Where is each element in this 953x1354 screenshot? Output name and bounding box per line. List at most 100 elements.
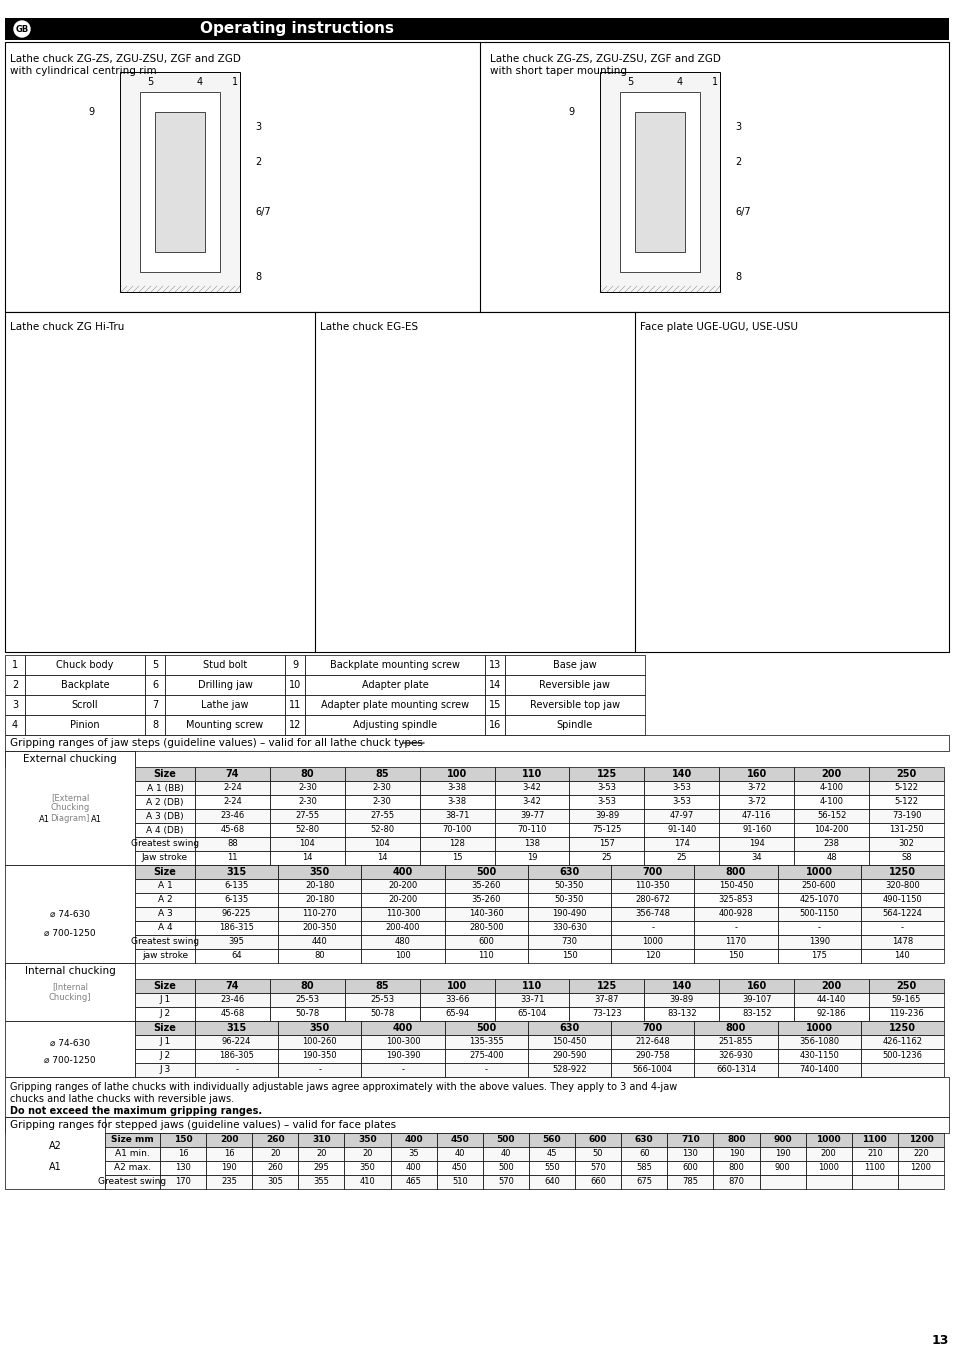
Bar [694,1021,777,1034]
Bar [611,921,694,936]
Bar [194,1007,270,1021]
Bar [135,823,194,837]
Text: 500-1150: 500-1150 [799,910,838,918]
Bar [804,1147,851,1160]
Text: 400: 400 [393,867,413,877]
Bar [777,936,860,949]
Text: Gripping ranges of lathe chucks with individually adjustable jaws agree approxim: Gripping ranges of lathe chucks with ind… [10,1082,677,1091]
Bar [719,808,793,823]
Bar [278,936,361,949]
Text: 140-360: 140-360 [469,910,503,918]
Bar [5,1117,105,1189]
Text: J 1: J 1 [159,1037,171,1047]
Bar [206,1160,252,1175]
Text: 44-140: 44-140 [816,995,845,1005]
Bar [759,1175,804,1189]
Text: 4: 4 [196,77,203,87]
Bar [344,1007,419,1021]
Text: 500: 500 [497,1163,514,1173]
Text: 190: 190 [221,1163,236,1173]
Bar [135,781,194,795]
Text: 100: 100 [395,952,411,960]
Bar [361,879,444,894]
Text: 326-930: 326-930 [718,1052,753,1060]
Bar [194,936,278,949]
Text: 570: 570 [497,1178,514,1186]
Text: Chuck body: Chuck body [56,659,113,670]
Text: A 3: A 3 [157,910,172,918]
Bar [194,921,278,936]
Text: 570: 570 [590,1163,605,1173]
Bar [569,1007,643,1021]
Text: 39-77: 39-77 [519,811,543,821]
Text: 60: 60 [639,1150,649,1159]
Text: 2-30: 2-30 [373,784,392,792]
Text: 120: 120 [644,952,659,960]
Bar [694,936,777,949]
Bar [135,865,194,879]
Bar [868,852,943,865]
Text: 1100: 1100 [862,1136,886,1144]
Text: 160: 160 [746,769,766,779]
Bar [527,1063,611,1076]
Text: Lathe chuck EG-ES: Lathe chuck EG-ES [319,322,417,332]
Text: 3-53: 3-53 [597,784,616,792]
Text: 426-1162: 426-1162 [882,1037,922,1047]
Text: Lathe chuck ZG-ZS, ZGU-ZSU, ZGF and ZGD
with cylindrical centring rim: Lathe chuck ZG-ZS, ZGU-ZSU, ZGF and ZGD … [10,54,240,76]
Bar [868,1007,943,1021]
Text: 490-1150: 490-1150 [882,895,922,904]
Text: 400-928: 400-928 [718,910,753,918]
Bar [777,1034,860,1049]
Text: 1000: 1000 [805,867,832,877]
Bar [527,879,611,894]
Bar [5,865,135,963]
Bar [25,676,145,695]
Text: 16: 16 [224,1150,234,1159]
Text: 20-200: 20-200 [388,881,417,891]
Bar [643,766,719,781]
Bar [154,112,205,252]
Text: 564-1224: 564-1224 [882,910,922,918]
Text: 2-30: 2-30 [297,784,316,792]
Bar [344,837,419,852]
Bar [135,1049,194,1063]
Bar [482,1160,528,1175]
Text: 250-600: 250-600 [801,881,836,891]
Bar [793,766,868,781]
Text: 100-260: 100-260 [302,1037,336,1047]
Bar [860,907,943,921]
Text: 6/7: 6/7 [734,207,750,217]
Bar [194,766,270,781]
Text: A2: A2 [49,1141,61,1151]
Text: 48: 48 [825,853,836,862]
Text: 6-135: 6-135 [224,881,249,891]
Bar [666,1133,713,1147]
Text: J 3: J 3 [159,1066,171,1075]
Bar [575,1175,620,1189]
Text: 1000: 1000 [805,1024,832,1033]
Text: 630: 630 [558,1024,579,1033]
Text: 305: 305 [267,1178,283,1186]
Text: 3-53: 3-53 [672,798,691,807]
Text: 175: 175 [810,952,826,960]
Text: 45-68: 45-68 [220,826,244,834]
Text: 5-122: 5-122 [894,798,918,807]
Bar [361,865,444,879]
Text: 500: 500 [476,1024,496,1033]
Text: 190: 190 [728,1150,743,1159]
Bar [278,921,361,936]
Text: 170: 170 [175,1178,191,1186]
Text: 100-300: 100-300 [385,1037,420,1047]
Text: 70-110: 70-110 [517,826,546,834]
Text: 8: 8 [254,272,261,282]
Text: Backplate: Backplate [61,680,110,691]
Bar [278,879,361,894]
Text: S8: S8 [901,853,911,862]
Bar [868,823,943,837]
Bar [528,1147,575,1160]
Bar [278,949,361,963]
Text: 73-190: 73-190 [891,811,921,821]
Text: 80: 80 [300,982,314,991]
Text: 1100: 1100 [863,1163,884,1173]
Text: 3-53: 3-53 [597,798,616,807]
